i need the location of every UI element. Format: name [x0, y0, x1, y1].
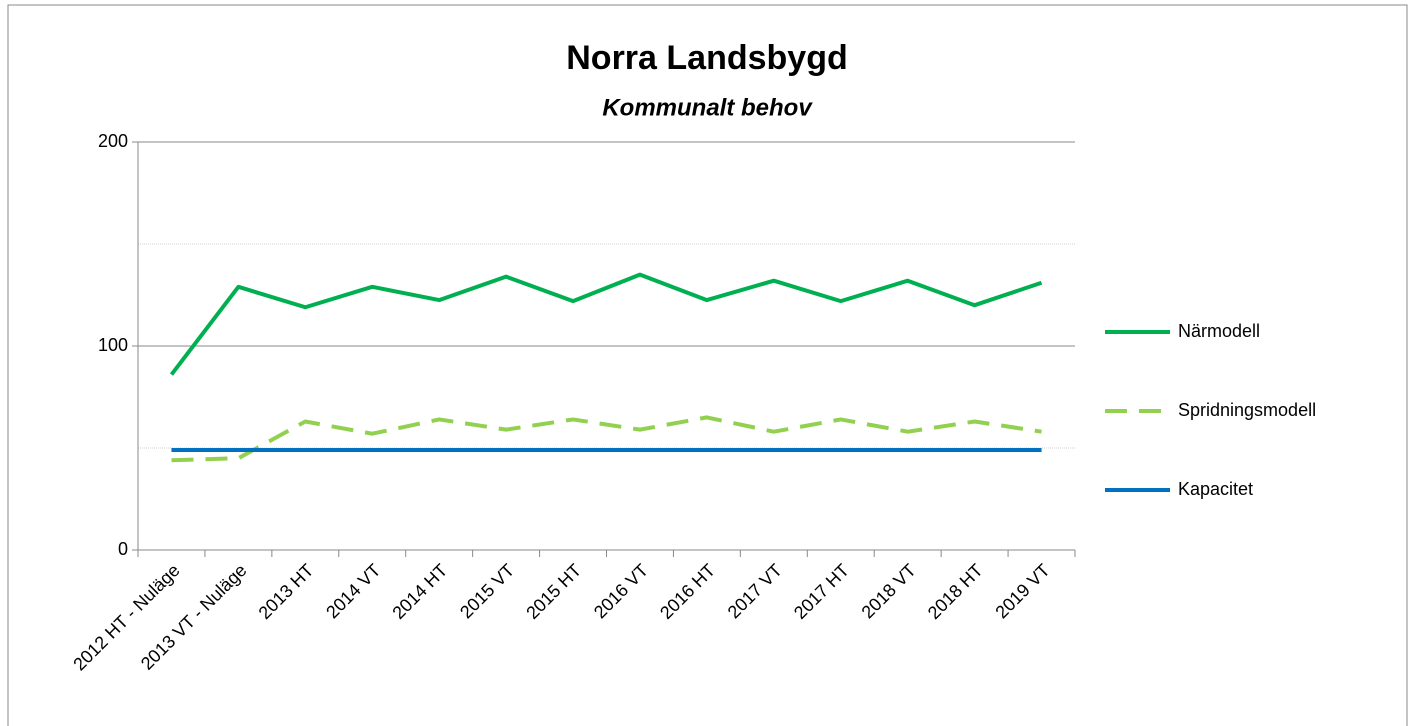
y-tick-label: 100 — [98, 335, 128, 355]
y-tick-label: 0 — [118, 539, 128, 559]
y-tick-label: 200 — [98, 131, 128, 151]
series-line — [169, 272, 1043, 376]
legend-label: Närmodell — [1178, 321, 1260, 341]
chart-subtitle: Kommunalt behov — [602, 94, 813, 121]
chart-border — [7, 4, 1408, 726]
legend-label: Kapacitet — [1178, 479, 1253, 499]
legend-label: Spridningsmodell — [1178, 400, 1316, 420]
series-line — [171, 415, 1042, 463]
chart-title: Norra Landsbygd — [566, 39, 847, 77]
